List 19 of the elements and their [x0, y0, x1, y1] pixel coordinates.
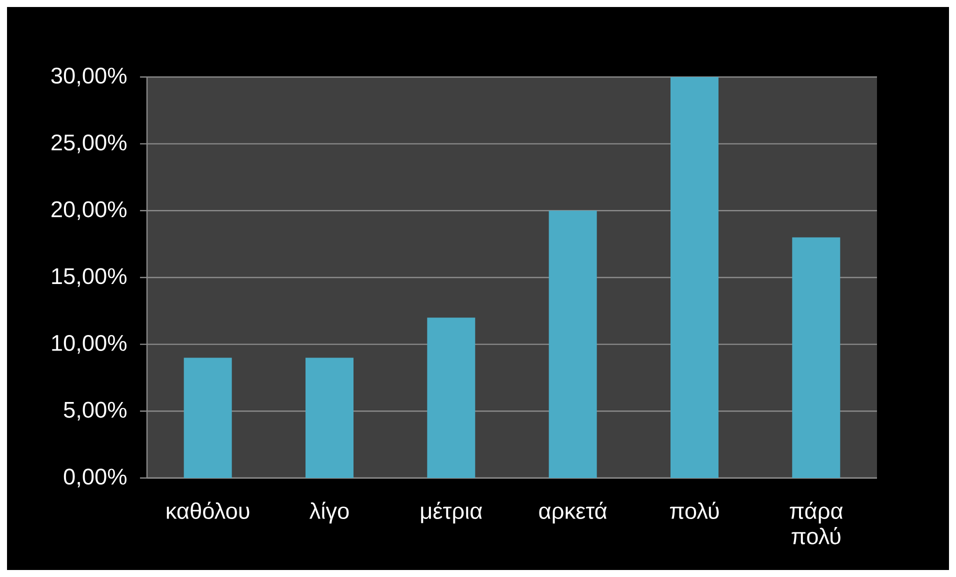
- y-tick-label: 5,00%: [64, 402, 126, 421]
- x-tick-label: μέτρια: [421, 502, 482, 524]
- bar: [670, 76, 718, 478]
- x-tick-label: καθόλου: [166, 502, 250, 520]
- y-tick-label: 10,00%: [52, 334, 126, 354]
- x-tick-label: πάρα πολύ: [790, 502, 843, 544]
- bar: [306, 358, 354, 478]
- bar: [548, 210, 597, 478]
- bar: [792, 237, 840, 478]
- x-tick-label: πολύ: [670, 502, 719, 520]
- x-tick-label: αρκετά: [539, 502, 607, 524]
- y-tick-label: 0,00%: [64, 468, 126, 488]
- bar: [184, 358, 232, 478]
- bar: [427, 318, 476, 478]
- x-tick-label: λίγο: [309, 502, 349, 524]
- y-tick-label: 15,00%: [52, 268, 126, 287]
- y-tick-label: 30,00%: [51, 68, 126, 86]
- y-tick-label: 25,00%: [52, 134, 126, 154]
- y-tick-label: 20,00%: [52, 201, 126, 220]
